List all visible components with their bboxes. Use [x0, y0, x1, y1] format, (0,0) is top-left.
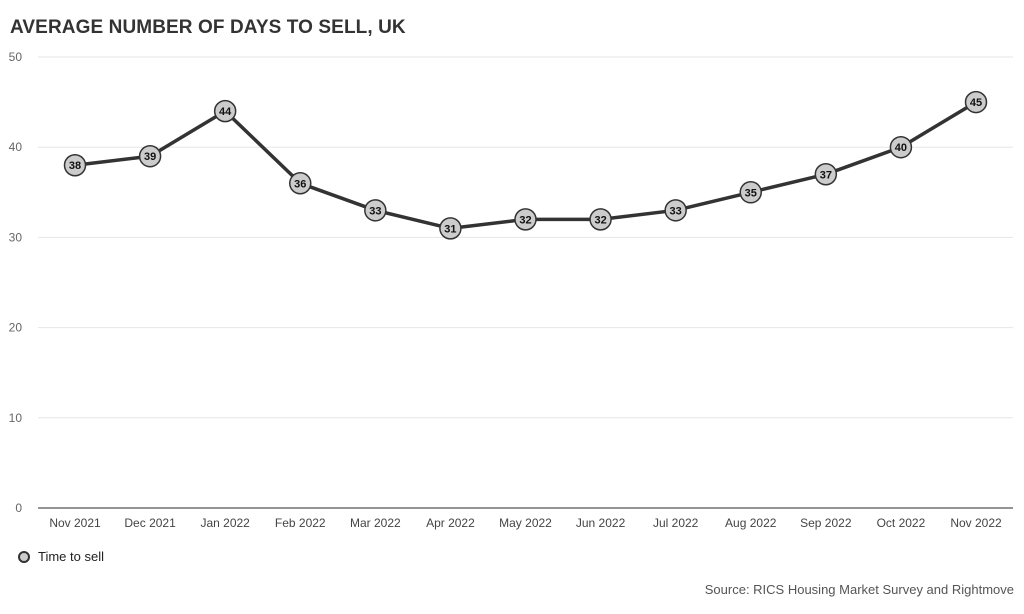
- data-label: 40: [895, 142, 907, 154]
- data-label: 33: [369, 205, 381, 217]
- x-tick-label: Nov 2021: [49, 516, 101, 530]
- y-tick-label: 40: [9, 140, 23, 154]
- data-point: [589, 208, 612, 231]
- x-tick-label: May 2022: [499, 516, 552, 530]
- data-point: [664, 199, 687, 222]
- data-point: [964, 90, 988, 114]
- data-label: 39: [144, 151, 156, 163]
- data-point: [138, 144, 162, 168]
- x-tick-label: Nov 2022: [950, 516, 1002, 530]
- y-tick-label: 0: [15, 501, 22, 515]
- data-label: 45: [970, 97, 982, 109]
- data-point: [739, 181, 762, 204]
- legend-label: Time to sell: [38, 549, 104, 564]
- data-label: 35: [745, 187, 757, 199]
- x-tick-label: Apr 2022: [426, 516, 475, 530]
- x-tick-label: Jun 2022: [576, 516, 626, 530]
- chart-title: AVERAGE NUMBER OF DAYS TO SELL, UK: [10, 17, 406, 38]
- source-note: Source: RICS Housing Market Survey and R…: [704, 582, 1014, 597]
- y-tick-label: 20: [9, 321, 23, 335]
- data-label: 37: [820, 169, 832, 181]
- data-label: 31: [444, 223, 456, 235]
- data-label: 32: [594, 214, 606, 226]
- y-tick-label: 30: [9, 230, 23, 244]
- x-tick-label: Dec 2021: [124, 516, 176, 530]
- x-tick-label: Jul 2022: [653, 516, 699, 530]
- legend-marker-icon: [18, 550, 30, 563]
- x-tick-label: Feb 2022: [275, 516, 326, 530]
- x-tick-label: Mar 2022: [350, 516, 401, 530]
- data-point: [364, 199, 387, 222]
- data-point: [213, 99, 237, 123]
- x-tick-label: Aug 2022: [725, 516, 777, 530]
- data-label: 32: [519, 214, 531, 226]
- data-point: [814, 163, 838, 186]
- data-label: 38: [69, 160, 81, 172]
- data-point: [63, 153, 87, 177]
- y-tick-label: 10: [9, 411, 23, 425]
- data-label: 36: [294, 178, 306, 190]
- data-point: [439, 217, 462, 240]
- data-point: [514, 208, 537, 231]
- data-point: [889, 135, 913, 159]
- data-label: 33: [670, 205, 682, 217]
- x-tick-label: Jan 2022: [200, 516, 250, 530]
- data-point: [289, 172, 312, 195]
- chart-legend[interactable]: Time to sell: [18, 549, 104, 564]
- data-label: 44: [219, 106, 232, 118]
- y-tick-label: 50: [9, 50, 23, 64]
- x-tick-label: Sep 2022: [800, 516, 852, 530]
- x-tick-label: Oct 2022: [877, 516, 926, 530]
